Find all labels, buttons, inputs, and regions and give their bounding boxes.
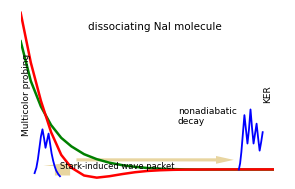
Text: nonadiabatic
decay: nonadiabatic decay: [178, 107, 237, 126]
Text: Stark-induced wave packet: Stark-induced wave packet: [60, 162, 174, 171]
FancyArrow shape: [43, 163, 81, 176]
Text: Multicolor probing: Multicolor probing: [22, 53, 32, 136]
Text: KER: KER: [263, 86, 273, 103]
Text: dissociating NaI molecule: dissociating NaI molecule: [88, 22, 222, 32]
FancyArrow shape: [76, 156, 234, 164]
